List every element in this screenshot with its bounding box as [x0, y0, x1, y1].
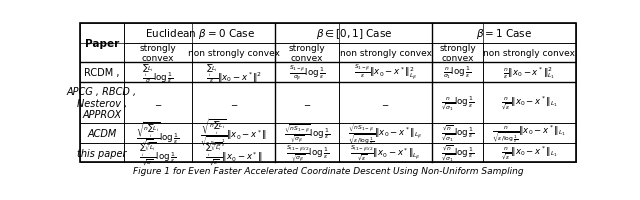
Text: $\frac{\sum_i L_i}{\varepsilon} \|x_0 - x^*\|^2$: $\frac{\sum_i L_i}{\varepsilon} \|x_0 - …: [205, 61, 262, 84]
Bar: [124, 63, 192, 82]
Text: non strongly convex: non strongly convex: [340, 49, 431, 58]
Bar: [339, 43, 432, 63]
Bar: [80, 82, 124, 124]
Text: $-$: $-$: [381, 99, 390, 107]
Text: $\frac{\sum_i \sqrt{L_i}}{\sqrt{\varepsilon}} \|x_0 - x^*\|$: $\frac{\sum_i \sqrt{L_i}}{\sqrt{\varepsi…: [205, 140, 262, 166]
Text: non strongly convex: non strongly convex: [188, 49, 280, 58]
Text: $\frac{\sum_i \sqrt{L_i}}{\sqrt{\sigma}} \log \frac{1}{\varepsilon}$: $\frac{\sum_i \sqrt{L_i}}{\sqrt{\sigma}}…: [139, 140, 177, 166]
Bar: [124, 24, 275, 43]
Text: $\frac{n}{\sqrt{\sigma_1}} \log \frac{1}{\varepsilon}$: $\frac{n}{\sqrt{\sigma_1}} \log \frac{1}…: [441, 94, 474, 112]
Text: $\beta = 1$ Case: $\beta = 1$ Case: [476, 27, 532, 41]
Text: strongly
convex: strongly convex: [439, 43, 476, 63]
Text: APCG , RBCD ,
Nesterov ,
APPROX: APCG , RBCD , Nesterov , APPROX: [67, 86, 137, 120]
Text: $\frac{S_{1-\beta}}{\sigma_\beta} \log \frac{1}{\varepsilon}$: $\frac{S_{1-\beta}}{\sigma_\beta} \log \…: [289, 63, 325, 82]
Text: $-$: $-$: [303, 99, 311, 107]
Bar: [432, 124, 483, 143]
Text: $\frac{n}{\sqrt{\varepsilon}} \|x_0 - x^*\|_{L_1}$: $\frac{n}{\sqrt{\varepsilon}} \|x_0 - x^…: [501, 94, 558, 112]
Text: $\frac{S_{(1-\beta)/2}}{\sqrt{\varepsilon}} \|x_0 - x^*\|_{L_\beta}$: $\frac{S_{(1-\beta)/2}}{\sqrt{\varepsilo…: [350, 143, 420, 163]
Bar: [124, 143, 192, 163]
Bar: [432, 143, 483, 163]
Bar: [339, 124, 432, 143]
Text: non strongly convex: non strongly convex: [483, 49, 575, 58]
Text: $\frac{n}{\sqrt{\varepsilon/\log \frac{1}{\varepsilon}}} \|x_0 - x^*\|_{L_1}$: $\frac{n}{\sqrt{\varepsilon/\log \frac{1…: [492, 123, 566, 144]
Bar: [483, 124, 576, 143]
Text: Figure 1 for Even Faster Accelerated Coordinate Descent Using Non-Uniform Sampli: Figure 1 for Even Faster Accelerated Coo…: [132, 166, 524, 175]
Bar: [80, 124, 124, 143]
Bar: [339, 143, 432, 163]
Bar: [483, 43, 576, 63]
Bar: [192, 143, 275, 163]
Bar: [275, 124, 339, 143]
Text: $\frac{\sqrt{n \sum_i L_i}}{\sqrt{\varepsilon/\log \frac{1}{\varepsilon}}} \|x_0: $\frac{\sqrt{n \sum_i L_i}}{\sqrt{\varep…: [200, 118, 268, 149]
Bar: [483, 143, 576, 163]
Bar: [275, 63, 339, 82]
Bar: [275, 24, 432, 43]
Bar: [80, 24, 124, 63]
Bar: [275, 143, 339, 163]
Text: $\frac{\sqrt{n}}{\sqrt{\sigma_1}} \log \frac{1}{\varepsilon}$: $\frac{\sqrt{n}}{\sqrt{\sigma_1}} \log \…: [441, 143, 474, 163]
Bar: [80, 143, 124, 163]
Text: strongly
convex: strongly convex: [289, 43, 326, 63]
Text: ACDM: ACDM: [87, 128, 116, 138]
Bar: [275, 43, 339, 63]
Text: $\frac{n}{\sqrt{\varepsilon}} \|x_0 - x^*\|_{L_1}$: $\frac{n}{\sqrt{\varepsilon}} \|x_0 - x^…: [501, 144, 558, 161]
Bar: [192, 63, 275, 82]
Bar: [483, 63, 576, 82]
Text: RCDM ,: RCDM ,: [84, 68, 120, 78]
Text: Paper: Paper: [84, 38, 119, 48]
Bar: [432, 24, 576, 43]
Text: $\frac{\sqrt{n \sum_i L_i}}{\sqrt{\sigma}} \log \frac{1}{\varepsilon}$: $\frac{\sqrt{n \sum_i L_i}}{\sqrt{\sigma…: [136, 120, 180, 147]
Bar: [192, 82, 275, 124]
Bar: [432, 82, 483, 124]
Text: strongly
convex: strongly convex: [140, 43, 176, 63]
Bar: [192, 43, 275, 63]
Bar: [80, 63, 124, 82]
Text: $\frac{\sqrt{n}}{\sqrt{\sigma_1}} \log \frac{1}{\varepsilon}$: $\frac{\sqrt{n}}{\sqrt{\sigma_1}} \log \…: [441, 123, 474, 144]
Text: $\frac{\sqrt{nS_{1-\beta}}}{\sqrt{\sigma_\beta}} \log \frac{1}{\varepsilon}$: $\frac{\sqrt{nS_{1-\beta}}}{\sqrt{\sigma…: [284, 122, 330, 145]
Bar: [124, 124, 192, 143]
Text: $-$: $-$: [230, 99, 238, 107]
Bar: [432, 43, 483, 63]
Text: Euclidean $\beta = 0$ Case: Euclidean $\beta = 0$ Case: [145, 27, 255, 41]
Text: $\beta \in [0,1]$ Case: $\beta \in [0,1]$ Case: [316, 27, 392, 41]
Bar: [124, 43, 192, 63]
Bar: [483, 82, 576, 124]
Text: $\frac{S_{1-\beta}}{\varepsilon} \|x_0 - x^*\|^2_{L_\beta}$: $\frac{S_{1-\beta}}{\varepsilon} \|x_0 -…: [354, 63, 417, 82]
Bar: [432, 63, 483, 82]
Bar: [275, 82, 339, 124]
Bar: [124, 82, 192, 124]
Text: $\frac{n}{\sigma_1} \log \frac{1}{\varepsilon}$: $\frac{n}{\sigma_1} \log \frac{1}{\varep…: [444, 65, 472, 81]
Bar: [339, 82, 432, 124]
Text: $\frac{S_{(1-\beta)/2}}{\sqrt{\sigma_\beta}} \log \frac{1}{\varepsilon}$: $\frac{S_{(1-\beta)/2}}{\sqrt{\sigma_\be…: [285, 143, 329, 163]
Text: $\frac{n}{\varepsilon} \|x_0 - x^*\|^2_{L_1}$: $\frac{n}{\varepsilon} \|x_0 - x^*\|^2_{…: [503, 65, 556, 81]
Text: $\frac{\sqrt{nS_{1-\beta}}}{\sqrt{\varepsilon/\log \frac{1}{\varepsilon}}} \|x_0: $\frac{\sqrt{nS_{1-\beta}}}{\sqrt{\varep…: [348, 121, 422, 146]
Text: $-$: $-$: [154, 99, 162, 107]
Text: this paper: this paper: [77, 148, 127, 158]
Bar: [339, 63, 432, 82]
Bar: [192, 124, 275, 143]
Text: $\frac{\sum_i L_i}{\sigma} \log \frac{1}{\varepsilon}$: $\frac{\sum_i L_i}{\sigma} \log \frac{1}…: [142, 61, 173, 84]
